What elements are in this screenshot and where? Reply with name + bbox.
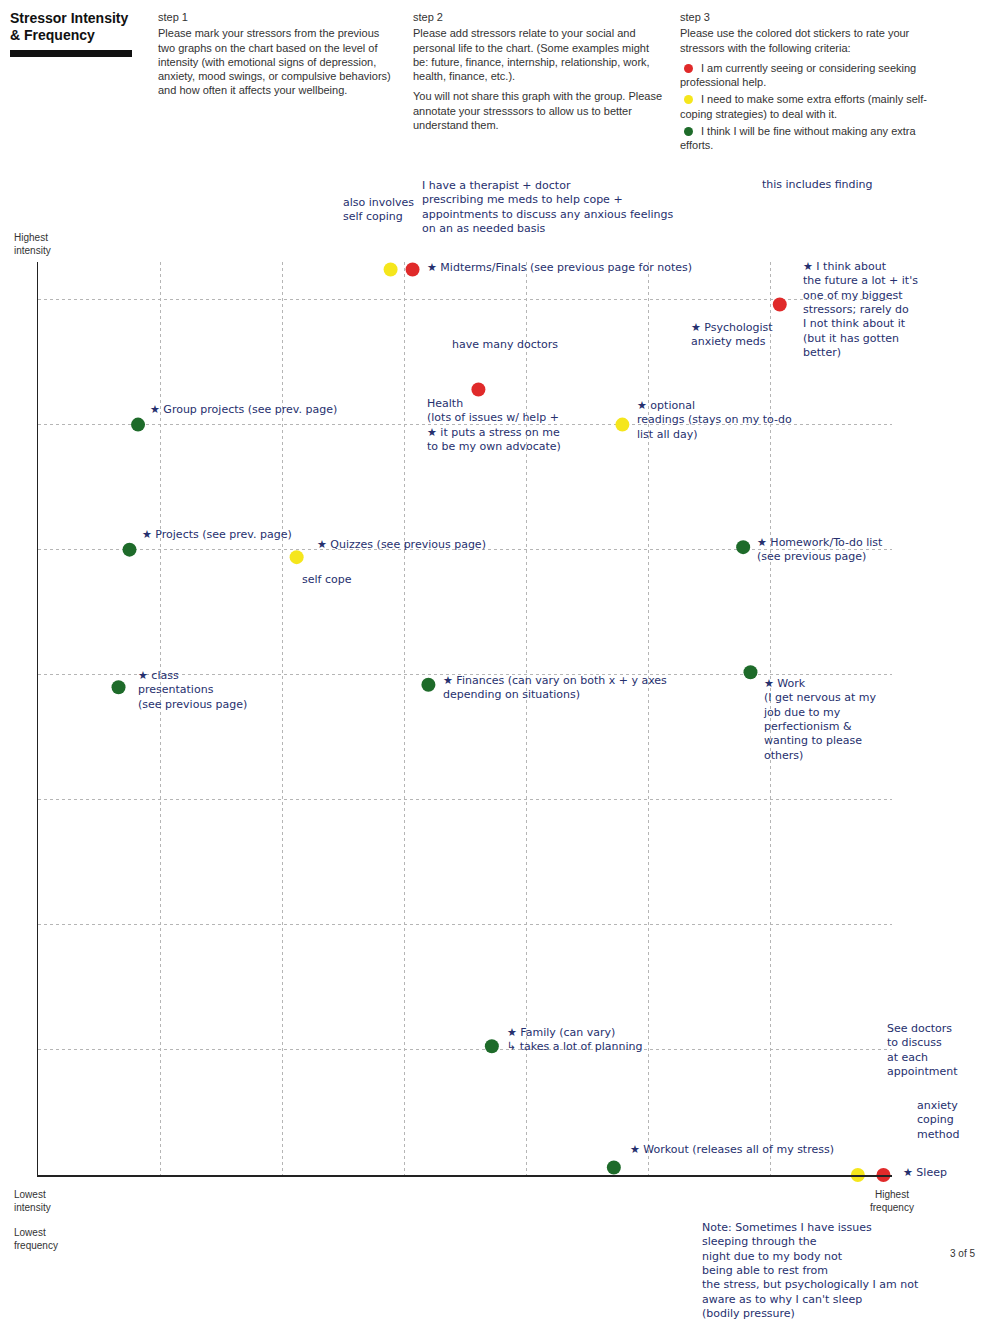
svg-text:★ Workout (releases all of my: ★ Workout (releases all of my stress) bbox=[630, 1143, 834, 1156]
html-text:step 1: step 1 bbox=[158, 11, 188, 23]
svg-text:★ Family (can vary)↳ takes a l: ★ Family (can vary)↳ takes a lot of plan… bbox=[507, 1026, 642, 1053]
svg-text:Lowestintensity: Lowestintensity bbox=[14, 1189, 51, 1213]
svg-text:Note: Sometimes I have issuess: Note: Sometimes I have issuessleeping th… bbox=[702, 1221, 919, 1320]
svg-text:★ I think aboutthe future a lo: ★ I think aboutthe future a lot + it'son… bbox=[803, 260, 918, 359]
html-text:step 2: step 2 bbox=[413, 11, 443, 23]
svg-text:★ Projects (see prev. page): ★ Projects (see prev. page) bbox=[142, 528, 292, 541]
html-text:Please use the colored dot sti: Please use the colored dot stickers to r… bbox=[680, 27, 910, 54]
svg-text:★ Psychologistanxiety meds: ★ Psychologistanxiety meds bbox=[691, 321, 773, 348]
svg-text:★ Homework/To-do list(see prev: ★ Homework/To-do list(see previous page) bbox=[757, 536, 883, 563]
svg-text:★ Work(I get nervous at myjob: ★ Work(I get nervous at myjob due to myp… bbox=[763, 677, 877, 762]
html-text:3 of 5: 3 of 5 bbox=[950, 1248, 975, 1259]
svg-text:★ Sleep: ★ Sleep bbox=[903, 1166, 947, 1179]
html-text:I am currently seeing or consi: I am currently seeing or considering see… bbox=[680, 61, 917, 89]
svg-text:★ Midterms/Finals (see previou: ★ Midterms/Finals (see previous page for… bbox=[427, 261, 692, 274]
svg-text:self cope: self cope bbox=[302, 573, 352, 586]
svg-text:Highestfrequency: Highestfrequency bbox=[870, 1189, 914, 1213]
svg-text:★ Quizzes (see previous page): ★ Quizzes (see previous page) bbox=[317, 538, 486, 551]
html-text:step 3: step 3 bbox=[680, 11, 710, 23]
html-text:Stressor Intensity & Frequency: Stressor Intensity & Frequency bbox=[10, 10, 129, 43]
svg-text:★ Finances (can vary on both x: ★ Finances (can vary on both x + y axesd… bbox=[443, 674, 667, 701]
html-text:I think I will be fine without: I think I will be fine without making an… bbox=[680, 125, 916, 152]
svg-text:I have a therapist + doctorpre: I have a therapist + doctorprescribing m… bbox=[422, 179, 673, 235]
svg-text:also involvesself coping: also involvesself coping bbox=[343, 196, 414, 223]
svg-text:anxietycopingmethod: anxietycopingmethod bbox=[917, 1099, 959, 1141]
svg-text:have many doctors: have many doctors bbox=[452, 338, 558, 351]
svg-text:★ classpresentations(see previ: ★ classpresentations(see previous page) bbox=[138, 669, 247, 711]
html-text:Please add stressors relate to: Please add stressors relate to your soci… bbox=[413, 27, 650, 83]
svg-text:Highestintensity: Highestintensity bbox=[14, 232, 51, 256]
html-text:Please mark your stressors fro: Please mark your stressors from the prev… bbox=[158, 27, 391, 97]
svg-text:Lowestfrequency: Lowestfrequency bbox=[14, 1227, 58, 1251]
html-text:I need to make some extra effo: I need to make some extra efforts (mainl… bbox=[680, 93, 927, 120]
svg-text:See doctorsto discussat eachap: See doctorsto discussat eachappointment bbox=[887, 1022, 958, 1078]
svg-text:★ Group projects (see prev. pa: ★ Group projects (see prev. page) bbox=[150, 403, 337, 416]
svg-text:this includes finding: this includes finding bbox=[762, 178, 873, 191]
html-text:You will not share this graph: You will not share this graph with the g… bbox=[413, 90, 663, 132]
svg-text:★ optionalreadings (stays on m: ★ optionalreadings (stays on my to-dolis… bbox=[637, 399, 792, 441]
svg-text:Health(lots of issues w/ help: Health(lots of issues w/ help +★ it puts… bbox=[427, 397, 561, 453]
